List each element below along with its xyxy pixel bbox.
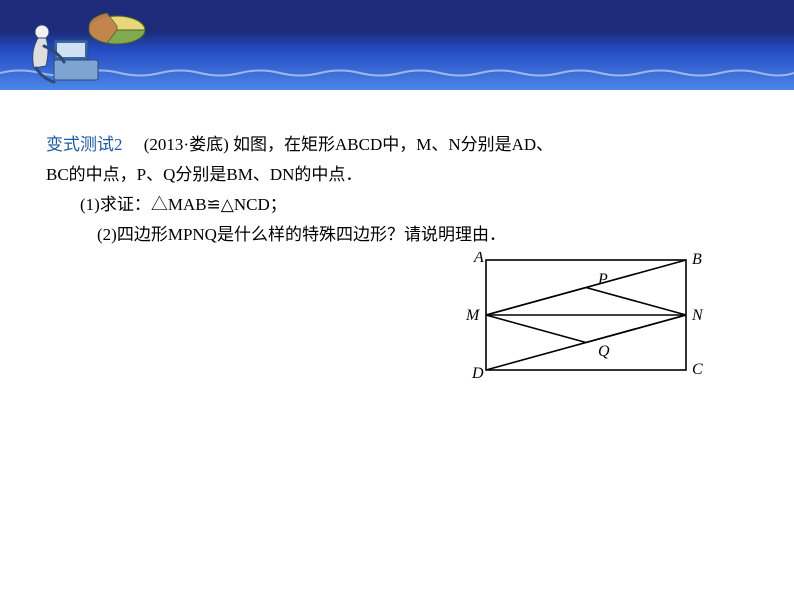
- problem-line1-rest: 如图，在矩形ABCD中，M、N分别是AD、: [233, 135, 553, 154]
- problem-title-number: 2: [114, 135, 123, 154]
- header-clipart-icon: [12, 8, 202, 88]
- label-Q: Q: [598, 343, 610, 360]
- label-C: C: [692, 361, 703, 378]
- label-D: D: [471, 365, 484, 382]
- label-M: M: [465, 307, 481, 324]
- problem-q1: (1)求证：△MAB≌△NCD；: [46, 190, 746, 220]
- label-B: B: [692, 252, 702, 268]
- problem-line-2: BC的中点，P、Q分别是BM、DN的中点．: [46, 160, 746, 190]
- problem-line-1: 变式测试2 (2013·娄底) 如图，在矩形ABCD中，M、N分别是AD、: [46, 130, 746, 160]
- header-band: [0, 0, 794, 90]
- problem-content: 变式测试2 (2013·娄底) 如图，在矩形ABCD中，M、N分别是AD、 BC…: [46, 130, 746, 250]
- problem-source: (2013·娄底): [127, 135, 229, 154]
- label-A: A: [473, 252, 484, 266]
- geometry-diagram: A B C D M N P Q: [446, 252, 746, 382]
- label-N: N: [691, 307, 704, 324]
- label-P: P: [597, 271, 608, 288]
- problem-q2: (2)四边形MPNQ是什么样的特殊四边形？请说明理由．: [46, 220, 746, 250]
- problem-title-label: 变式测试: [46, 135, 114, 154]
